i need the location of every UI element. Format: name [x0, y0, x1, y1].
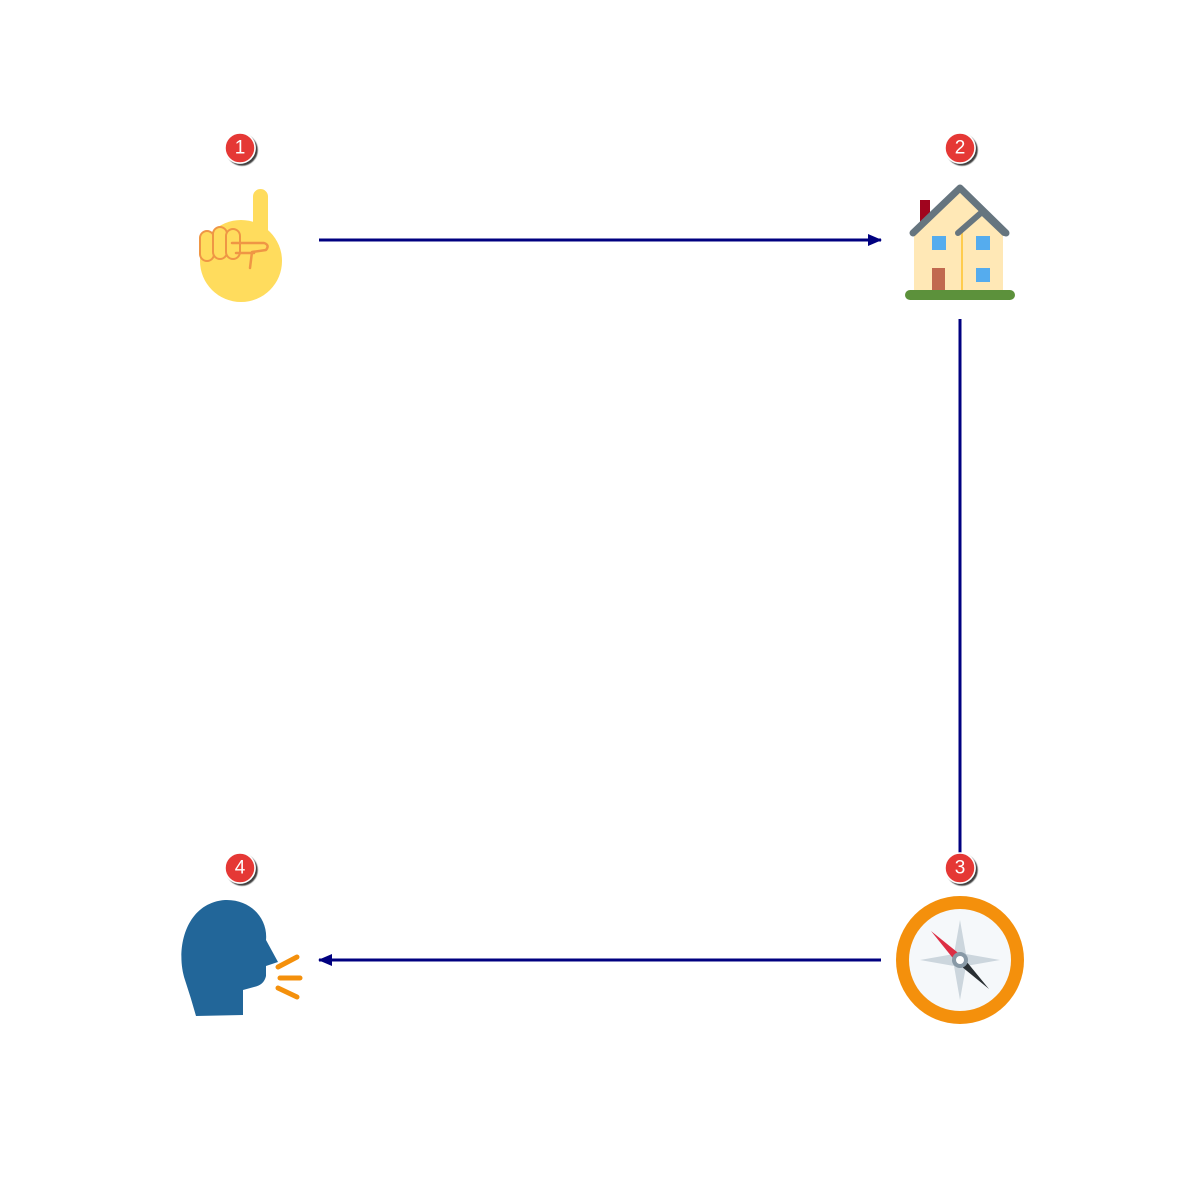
step-badge-4 [224, 852, 256, 884]
compass-icon [896, 896, 1024, 1024]
step-badge-2 [944, 132, 976, 164]
step-number-4: 4 [235, 858, 246, 879]
step-badge-1 [224, 132, 256, 164]
step-badge-3 [944, 852, 976, 884]
step-number-1: 1 [235, 138, 246, 159]
speaking-head-icon [181, 899, 303, 1016]
step-number-2: 2 [955, 138, 966, 159]
step-number-3: 3 [955, 858, 966, 879]
house-icon [905, 184, 1015, 300]
index-finger-pointing-up-icon [199, 189, 282, 302]
